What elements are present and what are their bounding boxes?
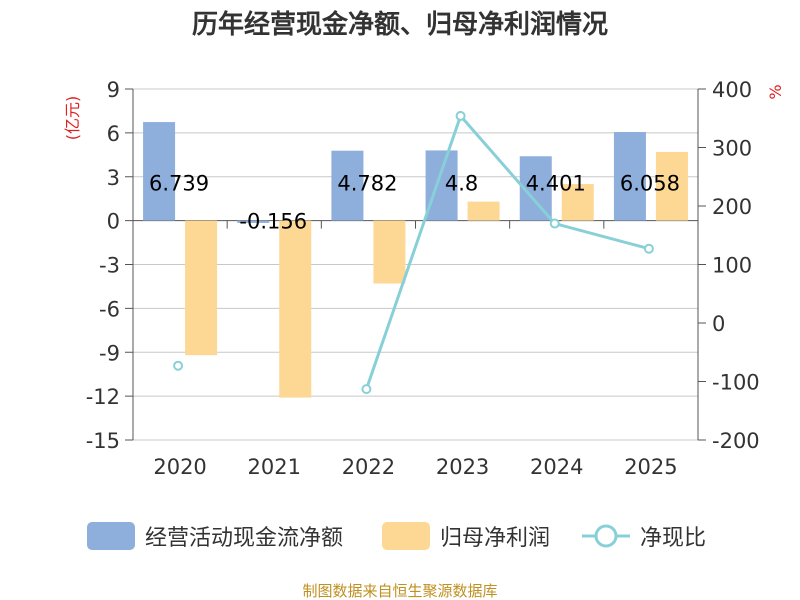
bar-value-label: 4.401 — [526, 172, 586, 196]
ratio-line-segment — [364, 112, 650, 390]
x-tick-label: 2022 — [342, 455, 395, 479]
x-axis: 2020 2021 2022 2023 2024 2025 — [132, 220, 699, 479]
x-tick-label: 2020 — [153, 455, 206, 479]
left-tick-label: 0 — [107, 210, 120, 234]
x-tick-label: 2025 — [624, 455, 677, 479]
legend-marker-ratio — [594, 524, 618, 548]
left-tick-label: 9 — [107, 78, 120, 102]
bar-value-label: 4.8 — [445, 172, 478, 196]
right-tick-label: -200 — [712, 429, 760, 453]
bar-value-label: 6.739 — [149, 172, 209, 196]
bar-netprofit — [185, 220, 218, 356]
bar-cashflow — [237, 220, 270, 223]
bar-netprofit — [279, 220, 312, 398]
left-tick-label: 3 — [107, 166, 120, 190]
ratio-point — [643, 243, 654, 254]
bar-cashflow — [331, 150, 364, 221]
chart-title: 历年经营现金净额、归母净利润情况 — [192, 9, 608, 40]
ratio-point — [173, 360, 184, 371]
legend-swatch-netprofit — [382, 522, 430, 550]
left-tick-label: -12 — [86, 385, 120, 409]
right-tick-label: 400 — [712, 78, 752, 102]
bar-labels: 6.739 -0.156 4.782 4.8 4.401 6.058 — [149, 172, 680, 234]
bar-value-label: 4.782 — [337, 172, 397, 196]
legend-label-netprofit: 归母净利润 — [440, 526, 550, 551]
x-tick-label: 2024 — [530, 455, 583, 479]
x-tick-label: 2021 — [248, 455, 301, 479]
bar-cashflow — [143, 122, 176, 221]
right-tick-label: 100 — [712, 254, 752, 278]
right-tick-label: 0 — [712, 312, 725, 336]
bar-cashflow — [425, 150, 458, 221]
left-axis: 9 6 3 0 -3 -6 -9 -12 -15 — [86, 78, 133, 453]
bar-netprofit — [467, 201, 500, 221]
right-tick-label: 300 — [712, 137, 752, 161]
bar-value-label: -0.156 — [239, 210, 307, 234]
right-tick-label: 200 — [712, 195, 752, 219]
legend-label-ratio: 净现比 — [640, 526, 706, 551]
bar-netprofit — [561, 184, 594, 221]
legend: 经营活动现金流净额 归母净利润 净现比 — [87, 522, 706, 551]
right-axis-unit: % — [766, 84, 785, 99]
left-tick-label: 6 — [107, 122, 120, 146]
source-note: 制图数据来自恒生聚源数据库 — [302, 582, 497, 600]
bar-cashflow — [613, 132, 646, 221]
left-tick-label: -9 — [99, 341, 120, 365]
left-axis-unit: (亿元) — [63, 96, 82, 141]
ratio-point — [455, 110, 466, 121]
ratio-point — [549, 218, 560, 229]
legend-label-cashflow: 经营活动现金流净额 — [145, 526, 343, 551]
right-tick-label: -100 — [712, 371, 760, 395]
bar-value-label: 6.058 — [620, 172, 680, 196]
bar-netprofit — [373, 220, 406, 284]
left-tick-label: -3 — [99, 254, 120, 278]
right-axis: 400 300 200 100 0 -100 -200 — [698, 78, 760, 453]
bars — [143, 122, 688, 398]
legend-swatch-cashflow — [87, 522, 135, 550]
grid-lines — [132, 88, 699, 441]
left-tick-label: -15 — [86, 429, 120, 453]
ratio-point — [361, 384, 372, 395]
bar-netprofit — [655, 151, 688, 221]
ratio-line — [173, 110, 654, 395]
x-tick-label: 2023 — [436, 455, 489, 479]
left-tick-label: -6 — [99, 297, 120, 321]
